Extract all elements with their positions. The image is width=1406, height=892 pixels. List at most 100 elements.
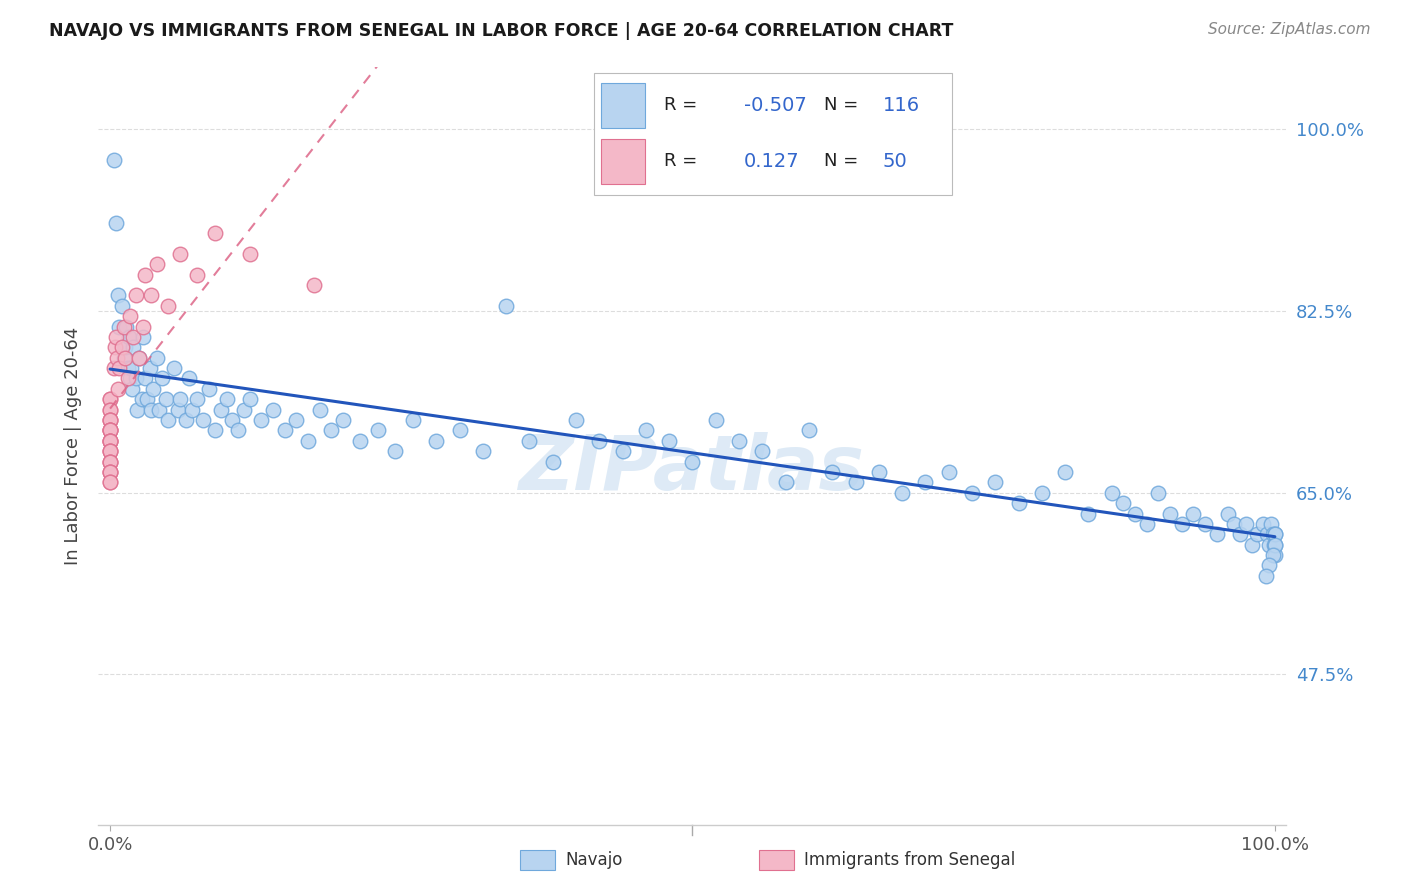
Point (1159, 507, 1181, 521)
Point (519, 434, 541, 448)
Point (139, 288, 162, 302)
Point (1264, 527, 1286, 541)
Point (108, 319, 131, 334)
Point (122, 340, 145, 354)
Text: ZIPatlas: ZIPatlas (519, 432, 866, 506)
Point (1054, 465, 1077, 479)
Point (166, 402, 188, 417)
Text: R =: R = (664, 96, 697, 114)
Point (239, 392, 262, 407)
Point (1077, 507, 1099, 521)
Point (658, 434, 681, 448)
Point (349, 434, 371, 448)
Point (302, 278, 325, 293)
Point (98, 465, 121, 479)
Point (98, 454, 121, 468)
Point (125, 371, 148, 385)
Point (1258, 538, 1281, 552)
Point (367, 424, 389, 438)
Point (1264, 548, 1286, 562)
Point (1136, 516, 1159, 531)
Point (425, 434, 447, 448)
Point (221, 413, 243, 427)
Text: 0.127: 0.127 (744, 152, 800, 170)
Point (155, 392, 177, 407)
Point (120, 361, 142, 376)
Point (134, 268, 156, 282)
Point (193, 413, 215, 427)
Point (104, 330, 127, 344)
Point (98, 413, 121, 427)
Text: NAVAJO VS IMMIGRANTS FROM SENEGAL IN LABOR FORCE | AGE 20-64 CORRELATION CHART: NAVAJO VS IMMIGRANTS FROM SENEGAL IN LAB… (49, 22, 953, 40)
Point (98, 465, 121, 479)
Point (1258, 558, 1281, 573)
Point (844, 475, 866, 490)
Point (226, 424, 249, 438)
Point (1101, 485, 1123, 500)
Point (1261, 548, 1284, 562)
Point (179, 371, 201, 385)
Point (98, 424, 121, 438)
Point (751, 444, 773, 458)
Point (1194, 516, 1216, 531)
Point (704, 413, 727, 427)
Point (169, 247, 191, 261)
Point (1264, 538, 1286, 552)
Point (98, 434, 121, 448)
Point (98, 454, 121, 468)
Point (118, 309, 141, 323)
Text: N =: N = (824, 96, 859, 114)
Point (98, 402, 121, 417)
Point (612, 444, 634, 458)
Point (98, 434, 121, 448)
Point (118, 330, 141, 344)
Point (107, 382, 129, 396)
Point (107, 288, 129, 302)
Point (1229, 527, 1251, 541)
Point (1263, 538, 1285, 552)
Point (122, 330, 145, 344)
Point (960, 485, 983, 500)
Point (98, 392, 121, 407)
Y-axis label: In Labor Force | Age 20-64: In Labor Force | Age 20-64 (63, 326, 82, 566)
Point (1254, 569, 1277, 583)
Point (121, 382, 143, 396)
Point (117, 361, 139, 376)
Point (103, 153, 125, 168)
Point (449, 424, 471, 438)
Point (98, 424, 121, 438)
Point (134, 371, 156, 385)
Point (565, 413, 588, 427)
Point (1170, 516, 1192, 531)
Point (105, 351, 128, 365)
Point (118, 371, 141, 385)
Point (914, 475, 936, 490)
Point (938, 465, 960, 479)
Point (115, 319, 138, 334)
Point (1260, 516, 1282, 531)
Point (402, 413, 425, 427)
Point (112, 351, 135, 365)
Point (1182, 507, 1205, 521)
Point (125, 288, 148, 302)
Point (209, 402, 232, 417)
Point (98, 413, 121, 427)
Point (186, 268, 208, 282)
Point (285, 413, 308, 427)
Point (186, 392, 208, 407)
Point (1256, 527, 1278, 541)
Point (125, 402, 148, 417)
Point (114, 340, 136, 354)
Point (98, 402, 121, 417)
Point (891, 485, 914, 500)
Text: Source: ZipAtlas.com: Source: ZipAtlas.com (1208, 22, 1371, 37)
Point (145, 351, 167, 365)
Point (1205, 527, 1227, 541)
Point (1223, 516, 1246, 531)
Text: N =: N = (824, 153, 859, 170)
Point (984, 475, 1007, 490)
FancyBboxPatch shape (595, 72, 952, 195)
Point (98, 424, 121, 438)
Text: Navajo: Navajo (565, 851, 623, 869)
Point (131, 319, 153, 334)
